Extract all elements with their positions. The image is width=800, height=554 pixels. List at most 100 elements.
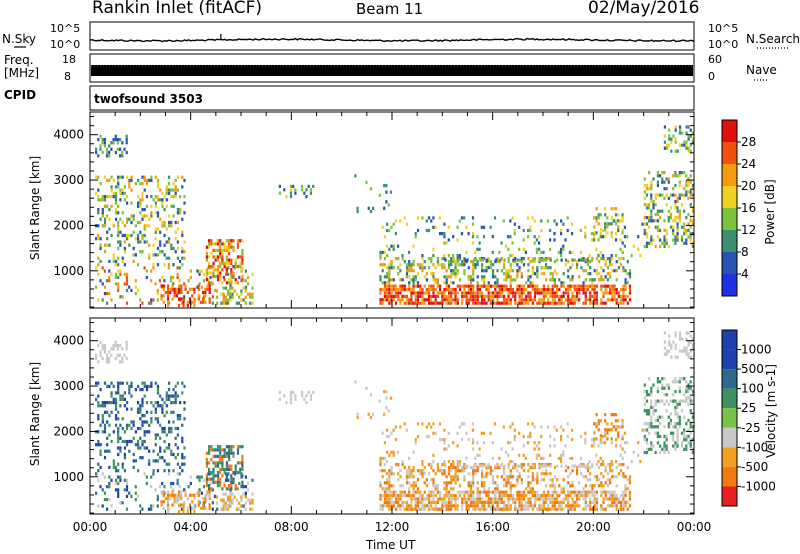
power-cell [390, 278, 393, 282]
velocity-cell [386, 460, 389, 464]
power-cell [229, 292, 232, 296]
velocity-cell [187, 485, 190, 489]
power-cell [419, 284, 422, 288]
velocity-cell [123, 456, 126, 460]
velocity-cell [617, 425, 620, 429]
power-cell [609, 284, 612, 288]
power-cell [467, 266, 470, 270]
velocity-cell [665, 409, 668, 413]
power-cell [165, 198, 168, 202]
power-cell [110, 233, 113, 238]
power-cell [141, 175, 144, 179]
velocity-cell [119, 397, 122, 401]
velocity-cell [410, 507, 413, 511]
power-cell [101, 282, 104, 286]
velocity-cell [397, 478, 400, 482]
power-cell [183, 240, 186, 244]
power-cell [624, 298, 627, 302]
velocity-cell [606, 497, 609, 501]
velocity-cell [645, 450, 649, 455]
velocity-cell [531, 490, 534, 494]
power-cell [212, 261, 215, 265]
power-cell [441, 257, 444, 261]
power-cell [383, 275, 386, 279]
velocity-cell [518, 475, 521, 479]
power-cell [211, 282, 214, 286]
power-cell [606, 225, 609, 229]
power-cell [645, 183, 649, 188]
power-cell [443, 232, 446, 236]
velocity-cell [205, 458, 208, 462]
power-cell [476, 260, 479, 264]
velocity-cell [558, 484, 561, 488]
velocity-cell [496, 500, 499, 504]
power-cell [650, 235, 653, 239]
power-cell [143, 227, 146, 231]
power-cell [545, 258, 548, 262]
power-cell [620, 263, 623, 267]
power-cell [212, 268, 215, 272]
velocity-cell [388, 481, 391, 485]
power-cell [405, 294, 409, 298]
velocity-cell [170, 426, 173, 431]
velocity-cell [567, 481, 570, 485]
power-cell [687, 180, 690, 184]
velocity-cell [226, 498, 230, 502]
velocity-cell [527, 441, 530, 445]
velocity-cell [416, 434, 420, 439]
power-cell [617, 225, 620, 229]
velocity-cell [670, 355, 673, 359]
velocity-cell [518, 453, 521, 457]
power-cell [531, 298, 534, 302]
power-cell [99, 243, 102, 247]
power-cell [110, 272, 113, 276]
power-cell [512, 258, 515, 262]
power-cell [390, 260, 393, 264]
power-cell [181, 233, 184, 238]
power-cell [609, 257, 612, 261]
velocity-cell [165, 433, 168, 437]
power-cell [687, 125, 690, 129]
power-cell [691, 232, 694, 236]
velocity-cell [483, 507, 486, 511]
power-cell [381, 269, 384, 273]
power-cell [529, 260, 532, 264]
velocity-cell [401, 460, 404, 464]
power-cell [617, 219, 620, 223]
velocity-cell [674, 331, 677, 335]
velocity-cell [494, 464, 498, 468]
power-cell [186, 300, 189, 304]
velocity-cell [225, 451, 228, 455]
power-cell [381, 225, 384, 229]
velocity-cell [285, 401, 288, 405]
velocity-cell [163, 485, 166, 489]
power-cell [450, 281, 453, 285]
power-cell [558, 288, 561, 292]
velocity-cell [416, 504, 420, 508]
velocity-cell [656, 418, 659, 422]
power-cell [531, 281, 534, 285]
power-cell [622, 298, 625, 302]
power-cell [486, 258, 489, 262]
velocity-cell [145, 388, 149, 392]
velocity-cell [212, 477, 215, 481]
velocity-cell [110, 391, 113, 395]
velocity-cell [661, 415, 664, 419]
power-cell [674, 203, 677, 207]
velocity-cell [535, 453, 538, 457]
velocity-cell [162, 493, 165, 497]
power-cell [425, 298, 428, 302]
velocity-cell [175, 500, 178, 504]
power-cell [101, 208, 104, 212]
power-cell [214, 268, 217, 272]
velocity-cell [214, 461, 217, 465]
velocity-cell [247, 488, 250, 492]
power-cell [520, 294, 523, 298]
power-cell [685, 216, 688, 220]
power-cell [536, 272, 539, 276]
power-cell [610, 222, 613, 226]
velocity-cell [683, 399, 686, 403]
power-cell [421, 301, 424, 305]
power-cell [458, 288, 462, 292]
velocity-cell [503, 478, 506, 482]
